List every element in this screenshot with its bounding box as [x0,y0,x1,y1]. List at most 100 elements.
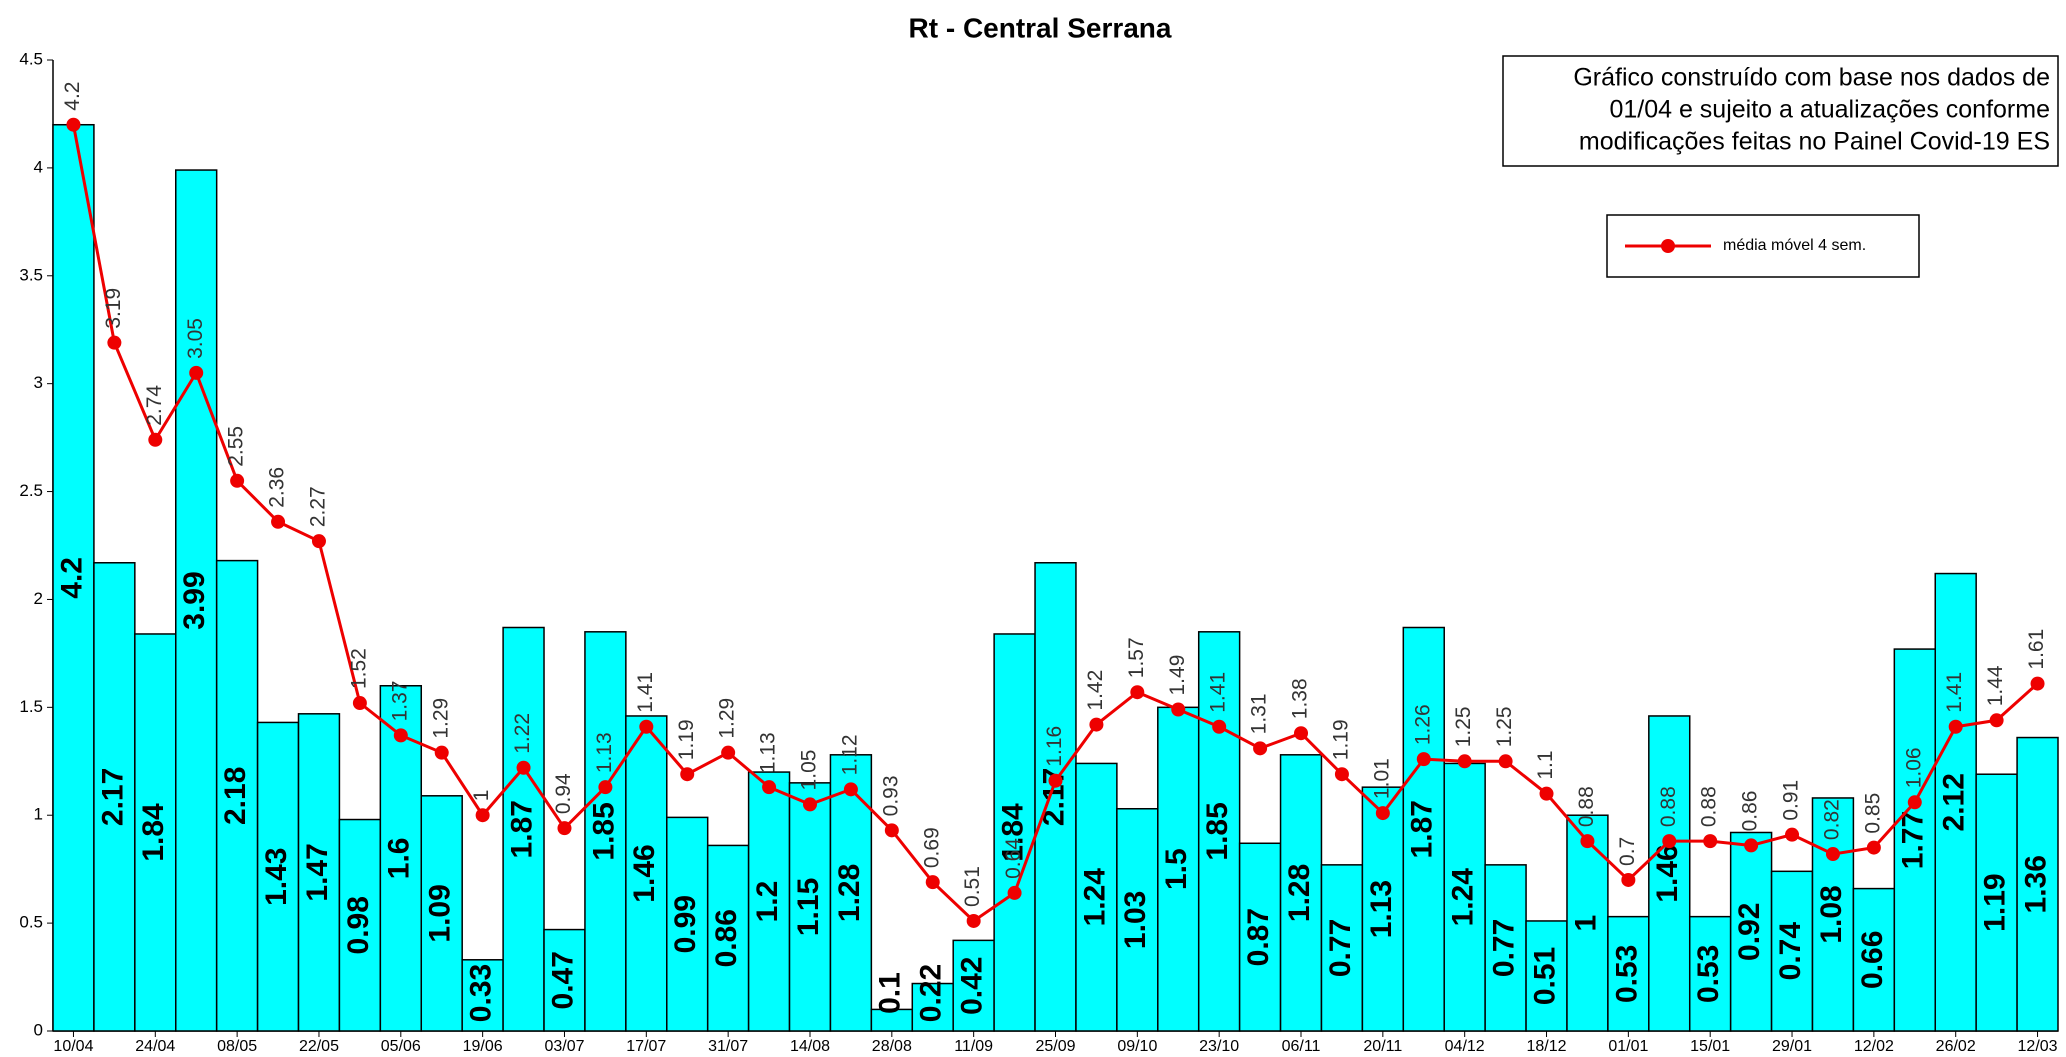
x-tick-label: 04/12 [1445,1038,1485,1055]
line-marker [107,335,122,350]
chart-title: Rt - Central Serrana [909,12,1172,43]
line-value-label: 0.85 [1861,793,1884,834]
y-tick-label: 0.5 [19,913,43,932]
line-value-label: 1.29 [716,698,739,739]
line-value-label: 1.1 [1534,750,1557,779]
line-value-label: 1.61 [2025,629,2048,670]
line-marker [1580,834,1595,849]
line-value-label: 0.64 [1002,838,1025,879]
line-value-label: 1.29 [429,698,452,739]
line-value-label: 2.27 [307,486,330,527]
bar-value-label: 1.19 [1979,873,2012,931]
line-value-label: 1.41 [634,672,657,713]
x-tick-label: 01/01 [1608,1038,1648,1055]
line-value-label: 1.25 [1493,706,1516,747]
line-value-label: 0.93 [879,775,902,816]
legend-label: média móvel 4 sem. [1723,237,1866,254]
x-tick-label: 05/06 [381,1038,421,1055]
line-value-label: 1.57 [1125,637,1148,678]
line-value-label: 1.42 [1084,670,1107,711]
x-tick-label: 23/10 [1199,1038,1239,1055]
line-value-label: 0.91 [1780,780,1803,821]
line-marker [1130,685,1145,700]
x-tick-label: 12/02 [1854,1038,1894,1055]
bar [1320,864,1364,1032]
line-marker [1334,767,1349,782]
bar-value-label: 0.98 [342,896,375,954]
x-tick-label: 25/09 [1035,1038,1075,1055]
bar [1197,631,1241,1032]
bar-value-label: 2.17 [96,768,129,826]
line-value-label: 1.22 [511,713,534,754]
line-value-label: 0.86 [1739,791,1762,832]
line-value-label: 1.38 [1289,678,1312,719]
x-tick-label: 18/12 [1526,1038,1566,1055]
x-tick-label: 12/03 [2018,1038,2058,1055]
bar-value-label: 1.5 [1160,848,1193,890]
line-marker [1089,717,1104,732]
bar-value-label: 0.77 [1324,919,1357,977]
bar-value-label: 0.66 [1856,931,1889,989]
bar [666,816,709,1032]
line-marker [1294,726,1309,741]
bar-value-label: 1.24 [1078,868,1111,927]
line-marker [1785,827,1800,842]
x-tick-label: 09/10 [1117,1038,1157,1055]
bar [1934,572,1977,1032]
line-value-label: 1.44 [1984,665,2007,706]
line-marker [1212,719,1227,734]
bar [420,795,463,1032]
line-value-label: 0.88 [1575,786,1598,827]
line-value-label: 0.88 [1698,786,1721,827]
line-marker [2030,676,2045,691]
bar [1893,648,1936,1032]
bar [788,782,832,1032]
line-value-label: 1.01 [1370,758,1393,799]
line-value-label: 1.12 [838,734,861,775]
bar [1279,754,1323,1032]
line-marker [1948,719,1963,734]
line-value-label: 1 [470,790,493,802]
bar [625,715,668,1032]
line-marker [721,745,736,760]
line-value-label: 0.69 [920,827,943,868]
x-tick-label: 22/05 [299,1038,339,1055]
bar [1607,915,1650,1032]
bar-value-label: 3.99 [178,571,211,629]
line-marker [516,760,531,775]
bar-value-label: 0.74 [1774,922,1807,981]
line-value-label: 1.13 [757,732,780,773]
line-marker [148,432,163,447]
line-marker [1907,795,1922,810]
line-marker [762,780,777,795]
bar-value-label: 1.84 [137,803,170,862]
line-marker [639,719,654,734]
bar [706,844,750,1032]
bar [502,626,545,1032]
line-marker [1662,834,1677,849]
line-marker [1375,806,1390,821]
line-marker [1457,754,1472,769]
bar-value-label: 0.53 [1610,945,1643,1003]
line-marker [1539,786,1554,801]
y-tick-label: 3 [34,373,43,392]
bar-value-label: 0.77 [1488,919,1521,977]
bar-value-label: 1.77 [1897,811,1930,869]
bar [1402,626,1445,1032]
bar-value-label: 0.22 [915,964,948,1022]
line-marker [271,514,286,529]
line-value-label: 1.31 [1248,693,1271,734]
line-value-label: 3.19 [102,288,125,329]
line-marker [1253,741,1268,756]
x-tick-label: 14/08 [790,1038,830,1055]
line-value-label: 1.19 [1329,719,1352,760]
line-value-label: 1.06 [1902,747,1925,788]
bar [379,685,423,1032]
line-marker [557,821,572,836]
line-marker [475,808,490,823]
bar-value-label: 1 [1569,915,1602,932]
line-value-label: 1.41 [1207,672,1230,713]
line-value-label: 0.7 [1616,837,1639,866]
bar [1852,887,1896,1032]
line-value-label: 1.41 [1943,672,1966,713]
